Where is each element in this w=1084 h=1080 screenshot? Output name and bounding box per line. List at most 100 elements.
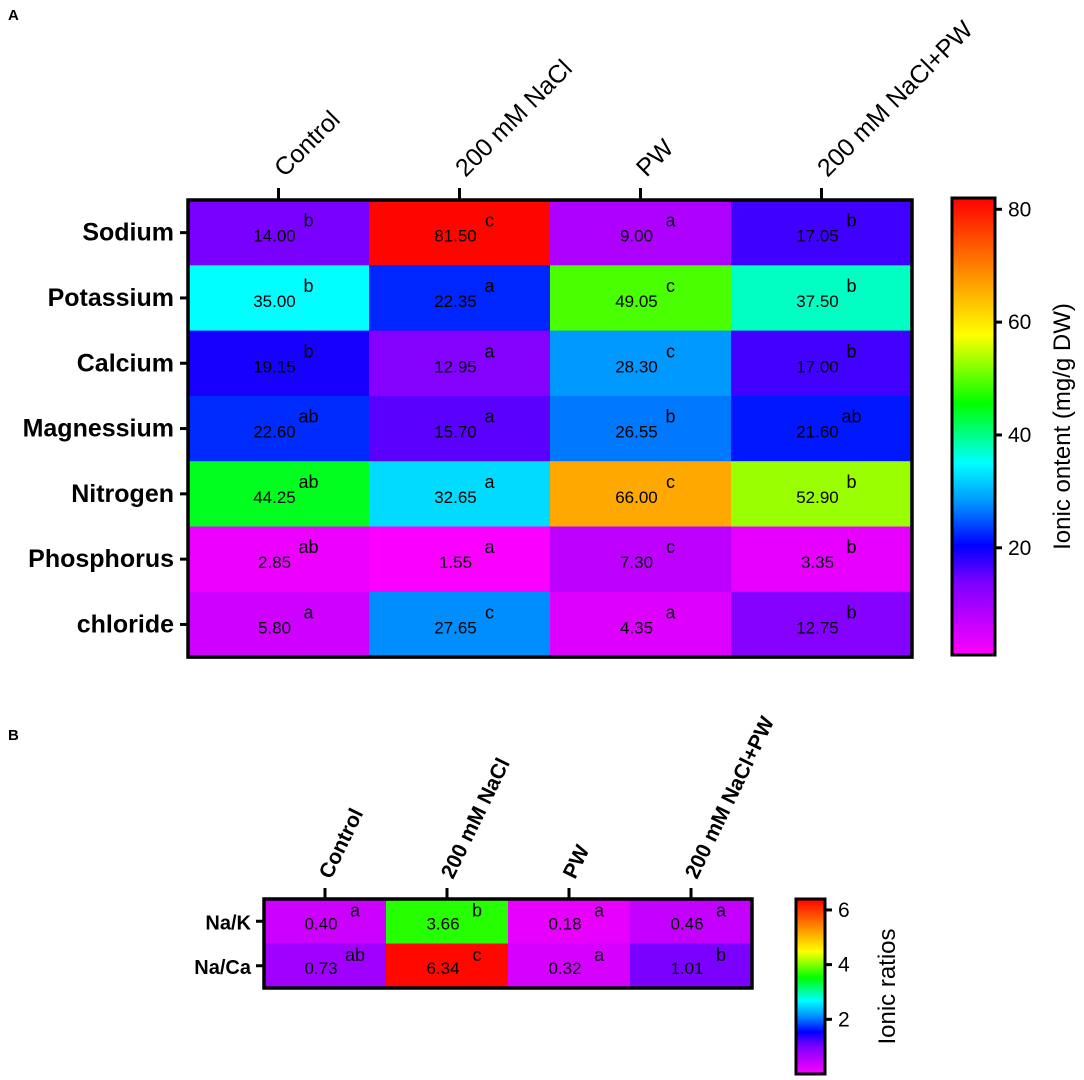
colorbar-frame bbox=[794, 897, 827, 1076]
cell-value-label: 5.80 bbox=[258, 618, 291, 637]
heatmap-cell bbox=[188, 395, 370, 462]
significance-letter: c bbox=[485, 602, 494, 622]
heatmap-cell bbox=[731, 461, 913, 528]
column-label: 200 mM NaCl bbox=[437, 755, 515, 883]
cell-value-label: 81.50 bbox=[434, 227, 477, 246]
significance-letter: c bbox=[666, 472, 675, 492]
heatmap-cell bbox=[369, 330, 551, 397]
cell-value-label: 12.75 bbox=[796, 618, 839, 637]
heatmap-cell bbox=[630, 899, 753, 945]
heatmap-cell bbox=[188, 200, 370, 266]
cell-value-label: 17.05 bbox=[796, 227, 839, 246]
colorbar-frame bbox=[950, 196, 997, 657]
panel-label: B bbox=[8, 727, 19, 744]
heatmap-cell bbox=[369, 395, 551, 462]
cell-value-label: 3.66 bbox=[426, 914, 459, 933]
row-label: Nitrogen bbox=[71, 480, 174, 508]
column-label: Control bbox=[315, 805, 368, 882]
significance-letter: a bbox=[484, 341, 495, 361]
heatmap-cell bbox=[369, 526, 551, 593]
heatmap-frame bbox=[262, 897, 754, 990]
significance-letter: a bbox=[484, 276, 495, 296]
column-label: PW bbox=[559, 842, 595, 883]
row-label: Na/K bbox=[205, 912, 251, 934]
column-label: Control bbox=[269, 105, 346, 182]
significance-letter: c bbox=[666, 537, 675, 557]
row-label: Calcium bbox=[77, 349, 174, 377]
significance-letter: ab bbox=[298, 407, 318, 427]
heatmap-cell bbox=[508, 899, 631, 945]
significance-letter: b bbox=[846, 211, 856, 231]
cell-value-label: 26.55 bbox=[615, 423, 658, 442]
colorbar-tick-label: 4 bbox=[838, 954, 850, 977]
heatmap-cell bbox=[550, 526, 732, 593]
heatmap-cell bbox=[264, 899, 387, 945]
significance-letter: b bbox=[665, 407, 675, 427]
cell-value-label: 6.34 bbox=[426, 959, 459, 978]
heatmap-cell bbox=[369, 461, 551, 528]
significance-letter: b bbox=[303, 276, 313, 296]
heatmap-cell bbox=[188, 461, 370, 528]
heatmap-cell bbox=[550, 330, 732, 397]
significance-letter: a bbox=[665, 211, 676, 231]
heatmap-cell bbox=[550, 461, 732, 528]
heatmap-cell bbox=[731, 591, 913, 658]
heatmap-cell bbox=[550, 395, 732, 462]
row-label: Phosphorus bbox=[28, 545, 174, 573]
row-label: Sodium bbox=[82, 219, 174, 247]
heatmap-cell bbox=[731, 200, 913, 266]
heatmap-cell bbox=[369, 265, 551, 332]
cell-value-label: 0.32 bbox=[548, 959, 581, 978]
cell-value-label: 21.60 bbox=[796, 423, 839, 442]
heatmap-cell bbox=[731, 395, 913, 462]
heatmap-cell bbox=[508, 943, 631, 989]
cell-value-label: 22.35 bbox=[434, 292, 477, 311]
heatmap-cell bbox=[188, 526, 370, 593]
heatmap-cell bbox=[369, 200, 551, 266]
column-label: 200 mM NaCl+PW bbox=[812, 15, 979, 182]
colorbar-tick-label: 2 bbox=[838, 1008, 850, 1031]
colorbar-tick-label: 60 bbox=[1008, 311, 1031, 334]
cell-value-label: 12.95 bbox=[434, 357, 477, 376]
significance-letter: b bbox=[303, 341, 313, 361]
colorbar-gradient bbox=[952, 198, 995, 655]
significance-letter: c bbox=[473, 945, 482, 965]
heatmap-cell bbox=[550, 200, 732, 266]
significance-letter: b bbox=[846, 341, 856, 361]
significance-letter: a bbox=[484, 537, 495, 557]
significance-letter: b bbox=[846, 602, 856, 622]
cell-value-label: 14.00 bbox=[253, 227, 296, 246]
heatmap-cell bbox=[188, 591, 370, 658]
row-label: Potassium bbox=[48, 284, 174, 312]
significance-letter: ab bbox=[841, 407, 861, 427]
heatmap-cell bbox=[731, 265, 913, 332]
colorbar-tick-label: 20 bbox=[1008, 537, 1031, 560]
cell-value-label: 0.18 bbox=[548, 914, 581, 933]
significance-letter: c bbox=[666, 341, 675, 361]
significance-letter: ab bbox=[298, 472, 318, 492]
cell-value-label: 1.55 bbox=[439, 553, 472, 572]
significance-letter: b bbox=[472, 900, 482, 920]
significance-letter: b bbox=[846, 472, 856, 492]
significance-letter: a bbox=[484, 407, 495, 427]
significance-letter: c bbox=[666, 276, 675, 296]
significance-letter: b bbox=[716, 945, 726, 965]
significance-letter: ab bbox=[298, 537, 318, 557]
heatmap-cell bbox=[550, 265, 732, 332]
significance-letter: c bbox=[485, 211, 494, 231]
heatmap-cell bbox=[731, 330, 913, 397]
significance-letter: b bbox=[303, 211, 313, 231]
significance-letter: a bbox=[716, 900, 727, 920]
heatmap-cell bbox=[731, 526, 913, 593]
significance-letter: a bbox=[484, 472, 495, 492]
colorbar-tick-label: 80 bbox=[1008, 198, 1031, 221]
cell-value-label: 66.00 bbox=[615, 488, 658, 507]
row-label: Na/Ca bbox=[194, 957, 252, 979]
cell-value-label: 17.00 bbox=[796, 357, 839, 376]
cell-value-label: 44.25 bbox=[253, 488, 296, 507]
row-label: chloride bbox=[77, 610, 174, 638]
cell-value-label: 0.73 bbox=[304, 959, 337, 978]
colorbar-title: Ionic ontent (mg/g DW) bbox=[1049, 303, 1076, 550]
cell-value-label: 19.15 bbox=[253, 357, 296, 376]
